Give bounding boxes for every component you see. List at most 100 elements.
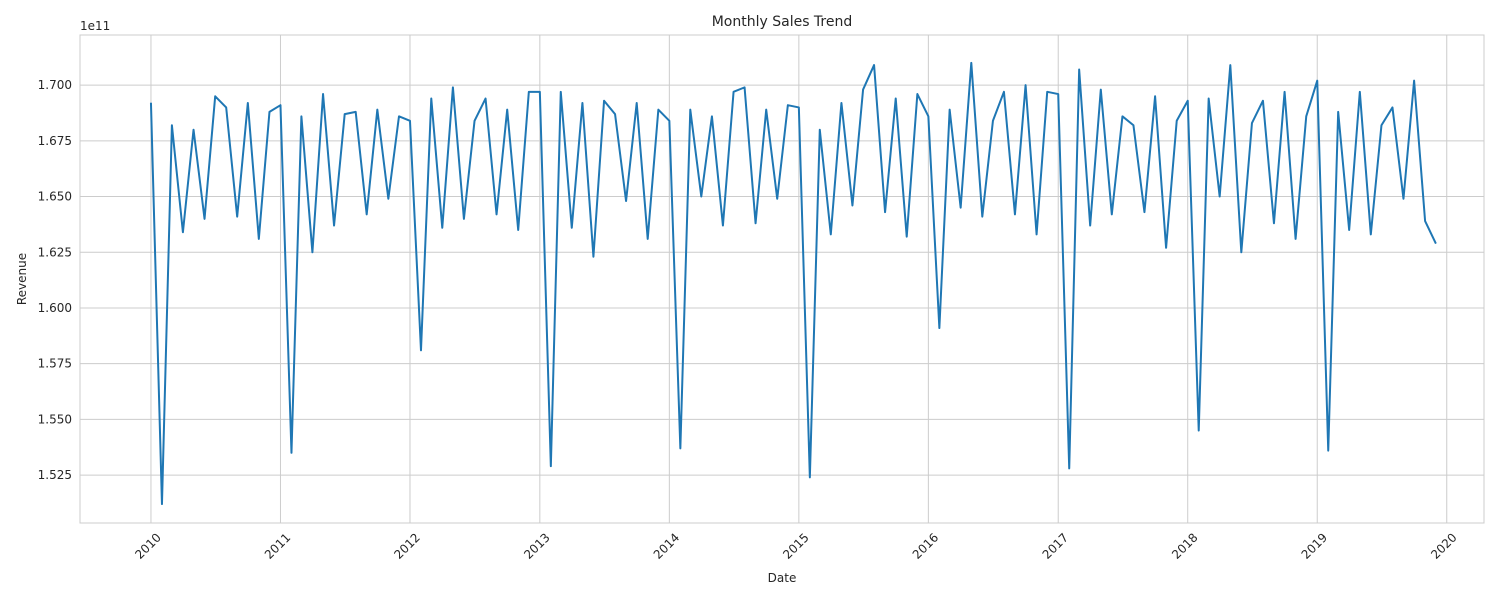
data-point	[949, 109, 950, 110]
data-point	[1036, 234, 1037, 235]
data-point	[496, 214, 497, 215]
y-tick-label: 1.525	[38, 468, 72, 482]
data-point	[301, 116, 302, 117]
data-point	[992, 120, 993, 121]
data-point	[291, 452, 292, 453]
data-point	[1069, 468, 1070, 469]
y-tick-label: 1.675	[38, 134, 72, 148]
data-point	[614, 114, 615, 115]
data-point	[560, 91, 561, 92]
data-point	[1198, 430, 1199, 431]
data-point	[193, 129, 194, 130]
data-point	[1317, 80, 1318, 81]
data-point	[161, 503, 162, 504]
data-point	[1025, 85, 1026, 86]
data-point	[658, 109, 659, 110]
data-point	[409, 120, 410, 121]
data-point	[1133, 125, 1134, 126]
data-point	[312, 252, 313, 253]
data-point	[1251, 122, 1252, 123]
data-point	[787, 105, 788, 106]
data-point	[895, 98, 896, 99]
data-point	[322, 93, 323, 94]
data-point	[1230, 64, 1231, 65]
data-point	[582, 102, 583, 103]
data-point	[647, 238, 648, 239]
data-point	[680, 448, 681, 449]
data-point	[344, 114, 345, 115]
chart-title: Monthly Sales Trend	[712, 14, 853, 30]
data-point	[1328, 450, 1329, 451]
data-point	[507, 109, 508, 110]
data-point	[1079, 69, 1080, 70]
data-point	[1165, 247, 1166, 248]
data-point	[777, 198, 778, 199]
data-point	[733, 91, 734, 92]
data-point	[171, 125, 172, 126]
data-point	[1338, 111, 1339, 112]
data-point	[1090, 225, 1091, 226]
data-point	[1284, 91, 1285, 92]
data-point	[528, 91, 529, 92]
data-point	[1359, 91, 1360, 92]
y-tick-label: 1.650	[38, 190, 72, 204]
data-point	[398, 116, 399, 117]
data-point	[204, 218, 205, 219]
data-point	[971, 62, 972, 63]
y-axis-offset-label: 1e11	[80, 19, 110, 33]
data-point	[1003, 91, 1004, 92]
data-point	[960, 207, 961, 208]
data-point	[1392, 107, 1393, 108]
x-axis-label: Date	[768, 571, 797, 585]
y-axis-label: Revenue	[15, 253, 29, 305]
data-point	[766, 109, 767, 110]
data-point	[862, 89, 863, 90]
data-point	[744, 87, 745, 88]
data-point	[1154, 96, 1155, 97]
data-point	[539, 91, 540, 92]
data-point	[722, 225, 723, 226]
data-point	[1014, 214, 1015, 215]
data-point	[420, 350, 421, 351]
data-point	[150, 102, 151, 103]
data-point	[215, 96, 216, 97]
data-point	[1435, 243, 1436, 244]
y-tick-label: 1.625	[38, 245, 72, 259]
data-point	[830, 234, 831, 235]
data-point	[1241, 252, 1242, 253]
data-point	[518, 229, 519, 230]
data-point	[550, 466, 551, 467]
data-point	[906, 236, 907, 237]
data-point	[593, 256, 594, 257]
data-point	[571, 227, 572, 228]
data-point	[755, 223, 756, 224]
data-point	[355, 111, 356, 112]
data-point	[1381, 125, 1382, 126]
data-point	[182, 232, 183, 233]
y-tick-label: 1.575	[38, 357, 72, 371]
data-point	[917, 93, 918, 94]
data-point	[485, 98, 486, 99]
data-point	[1295, 238, 1296, 239]
data-point	[1414, 80, 1415, 81]
data-point	[366, 214, 367, 215]
data-point	[841, 102, 842, 103]
data-point	[269, 111, 270, 112]
data-point	[1262, 100, 1263, 101]
data-point	[711, 116, 712, 117]
data-point	[690, 109, 691, 110]
data-point	[1349, 229, 1350, 230]
data-point	[1273, 223, 1274, 224]
data-point	[1100, 89, 1101, 90]
data-point	[1187, 100, 1188, 101]
data-point	[701, 196, 702, 197]
data-point	[1176, 120, 1177, 121]
y-tick-label: 1.550	[38, 412, 72, 426]
data-point	[463, 218, 464, 219]
data-point	[625, 200, 626, 201]
data-point	[1047, 91, 1048, 92]
data-point	[377, 109, 378, 110]
data-point	[247, 102, 248, 103]
data-point	[873, 64, 874, 65]
